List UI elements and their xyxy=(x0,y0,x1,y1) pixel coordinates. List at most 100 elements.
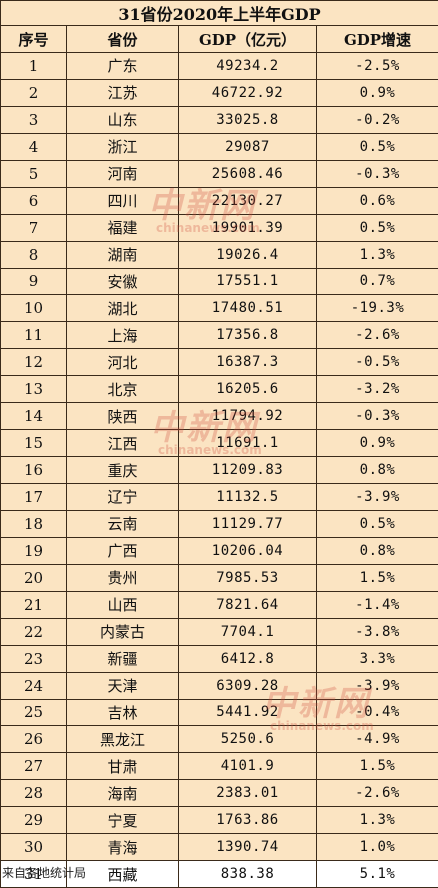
row-rate: 0.8% xyxy=(317,537,438,564)
row-province: 海南 xyxy=(67,780,179,807)
row-gdp: 10206.04 xyxy=(179,537,317,564)
row-province: 湖北 xyxy=(67,295,179,322)
row-province: 青海 xyxy=(67,834,179,861)
row-gdp: 1763.86 xyxy=(179,807,317,834)
row-province: 辽宁 xyxy=(67,484,179,511)
row-gdp: 11794.92 xyxy=(179,403,317,430)
row-gdp: 46722.92 xyxy=(179,79,317,106)
row-number: 22 xyxy=(1,618,67,645)
row-number: 27 xyxy=(1,753,67,780)
row-number: 12 xyxy=(1,349,67,376)
row-rate: 1.3% xyxy=(317,807,438,834)
row-rate: 1.5% xyxy=(317,564,438,591)
row-gdp: 19901.39 xyxy=(179,214,317,241)
row-rate: -1.4% xyxy=(317,591,438,618)
header-province: 省份 xyxy=(67,26,179,53)
row-province: 新疆 xyxy=(67,645,179,672)
row-province: 河北 xyxy=(67,349,179,376)
row-number: 20 xyxy=(1,564,67,591)
row-rate: 3.3% xyxy=(317,645,438,672)
row-gdp: 17480.51 xyxy=(179,295,317,322)
row-number: 7 xyxy=(1,214,67,241)
row-rate: 1.3% xyxy=(317,241,438,268)
row-number: 5 xyxy=(1,160,67,187)
row-rate: -3.9% xyxy=(317,672,438,699)
row-number: 3 xyxy=(1,106,67,133)
row-province: 贵州 xyxy=(67,564,179,591)
row-number: 10 xyxy=(1,295,67,322)
table-title: 31省份2020年上半年GDP xyxy=(1,1,438,26)
row-gdp: 19026.4 xyxy=(179,241,317,268)
row-province: 山西 xyxy=(67,591,179,618)
row-rate: -2.6% xyxy=(317,322,438,349)
row-province: 安徽 xyxy=(67,268,179,295)
row-province: 云南 xyxy=(67,510,179,537)
row-province: 福建 xyxy=(67,214,179,241)
row-province: 江西 xyxy=(67,430,179,457)
row-gdp: 7704.1 xyxy=(179,618,317,645)
row-gdp: 17551.1 xyxy=(179,268,317,295)
row-rate: 0.5% xyxy=(317,510,438,537)
row-gdp: 22130.27 xyxy=(179,187,317,214)
row-rate: -3.2% xyxy=(317,376,438,403)
row-gdp: 33025.8 xyxy=(179,106,317,133)
row-number: 13 xyxy=(1,376,67,403)
row-province: 吉林 xyxy=(67,699,179,726)
row-rate: -0.5% xyxy=(317,349,438,376)
row-gdp: 17356.8 xyxy=(179,322,317,349)
row-gdp: 5250.6 xyxy=(179,726,317,753)
row-rate: 0.5% xyxy=(317,214,438,241)
header-rate: GDP增速 xyxy=(317,26,438,53)
row-province: 江苏 xyxy=(67,79,179,106)
source-note: 来自各地统计局 xyxy=(2,864,86,881)
row-number: 19 xyxy=(1,537,67,564)
row-rate: 1.0% xyxy=(317,834,438,861)
row-province: 北京 xyxy=(67,376,179,403)
row-rate: 0.9% xyxy=(317,430,438,457)
row-rate: 0.9% xyxy=(317,79,438,106)
header-no: 序号 xyxy=(1,26,67,53)
row-province: 广西 xyxy=(67,537,179,564)
row-province: 河南 xyxy=(67,160,179,187)
row-gdp: 6309.28 xyxy=(179,672,317,699)
row-number: 6 xyxy=(1,187,67,214)
row-number: 16 xyxy=(1,457,67,484)
header-row: 序号 省份 GDP（亿元） GDP增速 xyxy=(1,26,438,53)
row-gdp: 11129.77 xyxy=(179,510,317,537)
row-rate: 0.6% xyxy=(317,187,438,214)
row-number: 21 xyxy=(1,591,67,618)
row-province: 上海 xyxy=(67,322,179,349)
row-gdp: 6412.8 xyxy=(179,645,317,672)
header-gdp: GDP（亿元） xyxy=(179,26,317,53)
row-rate: -3.8% xyxy=(317,618,438,645)
row-number: 9 xyxy=(1,268,67,295)
row-gdp: 5441.92 xyxy=(179,699,317,726)
row-number: 8 xyxy=(1,241,67,268)
row-rate: -19.3% xyxy=(317,295,438,322)
row-province: 甘肃 xyxy=(67,753,179,780)
row-number: 18 xyxy=(1,510,67,537)
row-province: 黑龙江 xyxy=(67,726,179,753)
row-number: 26 xyxy=(1,726,67,753)
